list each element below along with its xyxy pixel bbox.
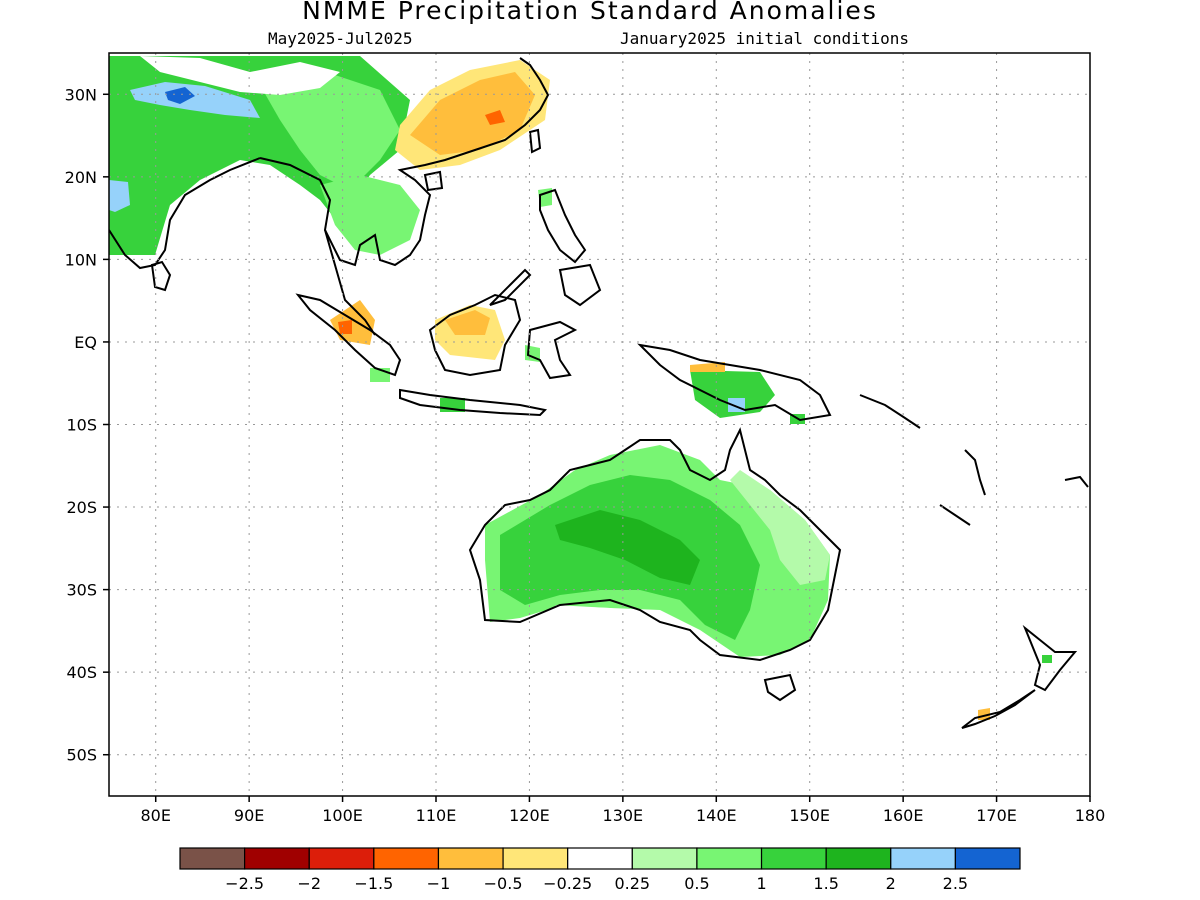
east-china-orange [410, 72, 535, 155]
luzon [539, 188, 587, 264]
lat-tick-label: EQ [74, 333, 97, 352]
colorbar-swatch [437, 847, 504, 870]
colorbar-label: −0.5 [484, 874, 523, 893]
nz-green [1042, 655, 1052, 663]
lat-tick-label: 50S [66, 746, 97, 765]
initial-conditions: January2025 initial conditions [620, 29, 909, 48]
png-green [690, 370, 775, 418]
colorbar-swatch [244, 847, 310, 870]
java [399, 388, 548, 417]
colorbar-label: −2 [297, 874, 321, 893]
colorbar-label: 1 [756, 874, 766, 893]
lon-tick-label: 150E [789, 806, 830, 825]
colorbar-label: 2 [886, 874, 896, 893]
forecast-period: May2025-Jul2025 [268, 29, 413, 48]
sri-lanka [150, 260, 172, 292]
tibet-light-green [260, 70, 400, 190]
mindanao [558, 263, 602, 307]
anomaly-shading [109, 56, 1052, 720]
lat-tick-label: 40S [66, 663, 97, 682]
new-guinea [637, 343, 832, 422]
tibet-dark-blue [165, 87, 195, 104]
colorbar-swatch [825, 847, 892, 870]
australia-coastal-lightest [730, 470, 830, 585]
colorbar-label: −1.5 [354, 874, 393, 893]
png-orange [690, 362, 725, 372]
colorbar-label: 0.5 [684, 874, 709, 893]
palawan [489, 268, 532, 306]
colorbar-label: −1 [427, 874, 451, 893]
east-china-deep-orange [485, 110, 505, 125]
colorbar-swatch [502, 847, 569, 870]
australia-coast [468, 427, 842, 662]
colorbar-swatch [567, 847, 633, 870]
lon-tick-label: 110E [416, 806, 457, 825]
borneo-orange [445, 310, 490, 335]
china-white [400, 56, 470, 95]
tibet-blue [130, 82, 260, 118]
asia-east-coast [259, 57, 550, 267]
coastlines [109, 57, 1089, 729]
lon-tick-label: 80E [140, 806, 170, 825]
colorbar-label: −0.25 [543, 874, 592, 893]
lon-tick-label: 120E [509, 806, 550, 825]
new-caledonia [939, 504, 971, 526]
malay-peninsula [324, 229, 376, 336]
lat-tick-label: 20S [66, 498, 97, 517]
himalaya-white [140, 56, 340, 95]
colorbar-swatch [760, 847, 827, 870]
tasmania [763, 673, 797, 702]
sumatra-red [338, 320, 352, 334]
hainan [423, 170, 444, 192]
lat-tick-label: 10N [65, 250, 97, 269]
lat-tick-label: 10S [66, 416, 97, 435]
colorbar-label: 0.25 [614, 874, 650, 893]
india-blue [109, 180, 130, 212]
lon-tick-label: 180 [1075, 806, 1106, 825]
indochina-green [320, 175, 420, 255]
lat-tick-label: 20N [65, 168, 97, 187]
lon-tick-label: 170E [976, 806, 1017, 825]
colorbar-swatch [890, 847, 956, 870]
colorbar-label: −2.5 [225, 874, 264, 893]
india-coast [109, 157, 261, 270]
lon-tick-label: 130E [603, 806, 644, 825]
vanuatu [964, 449, 986, 496]
lat-tick-label: 30N [65, 85, 97, 104]
sumatra [295, 293, 402, 377]
colorbar-swatch [179, 847, 246, 870]
colorbar-swatch [954, 847, 1021, 870]
lat-tick-label: 30S [66, 581, 97, 600]
colorbar: −2.5 −2 −1.5 −1 −0.5 −0.25 0.25 0.5 1 1.5 2 2.5 [179, 847, 1021, 893]
gridlines [109, 53, 1090, 796]
colorbar-swatch [696, 847, 763, 870]
fiji [1064, 475, 1089, 488]
lon-tick-label: 140E [696, 806, 737, 825]
colorbar-label: 2.5 [943, 874, 968, 893]
colorbar-swatch [631, 847, 698, 870]
solomons [859, 394, 921, 429]
lon-tick-label: 90E [234, 806, 264, 825]
colorbar-swatch [308, 847, 375, 870]
borneo [428, 293, 522, 377]
nz-south [961, 689, 1036, 729]
colorbar-swatch [373, 847, 440, 870]
south-aus-white [555, 605, 640, 620]
colorbar-label: 1.5 [813, 874, 838, 893]
sulawesi [526, 320, 578, 380]
lon-tick-label: 160E [883, 806, 924, 825]
taiwan [528, 128, 542, 154]
axis-labels: 30N 20N 10N EQ 10S 20S 30S 40S 50S 80E 90E 100E 110E… [65, 85, 1106, 825]
lon-tick-label: 100E [322, 806, 363, 825]
map-title: NMME Precipitation Standard Anomalies [302, 0, 878, 25]
australia-dark-green [555, 510, 700, 585]
